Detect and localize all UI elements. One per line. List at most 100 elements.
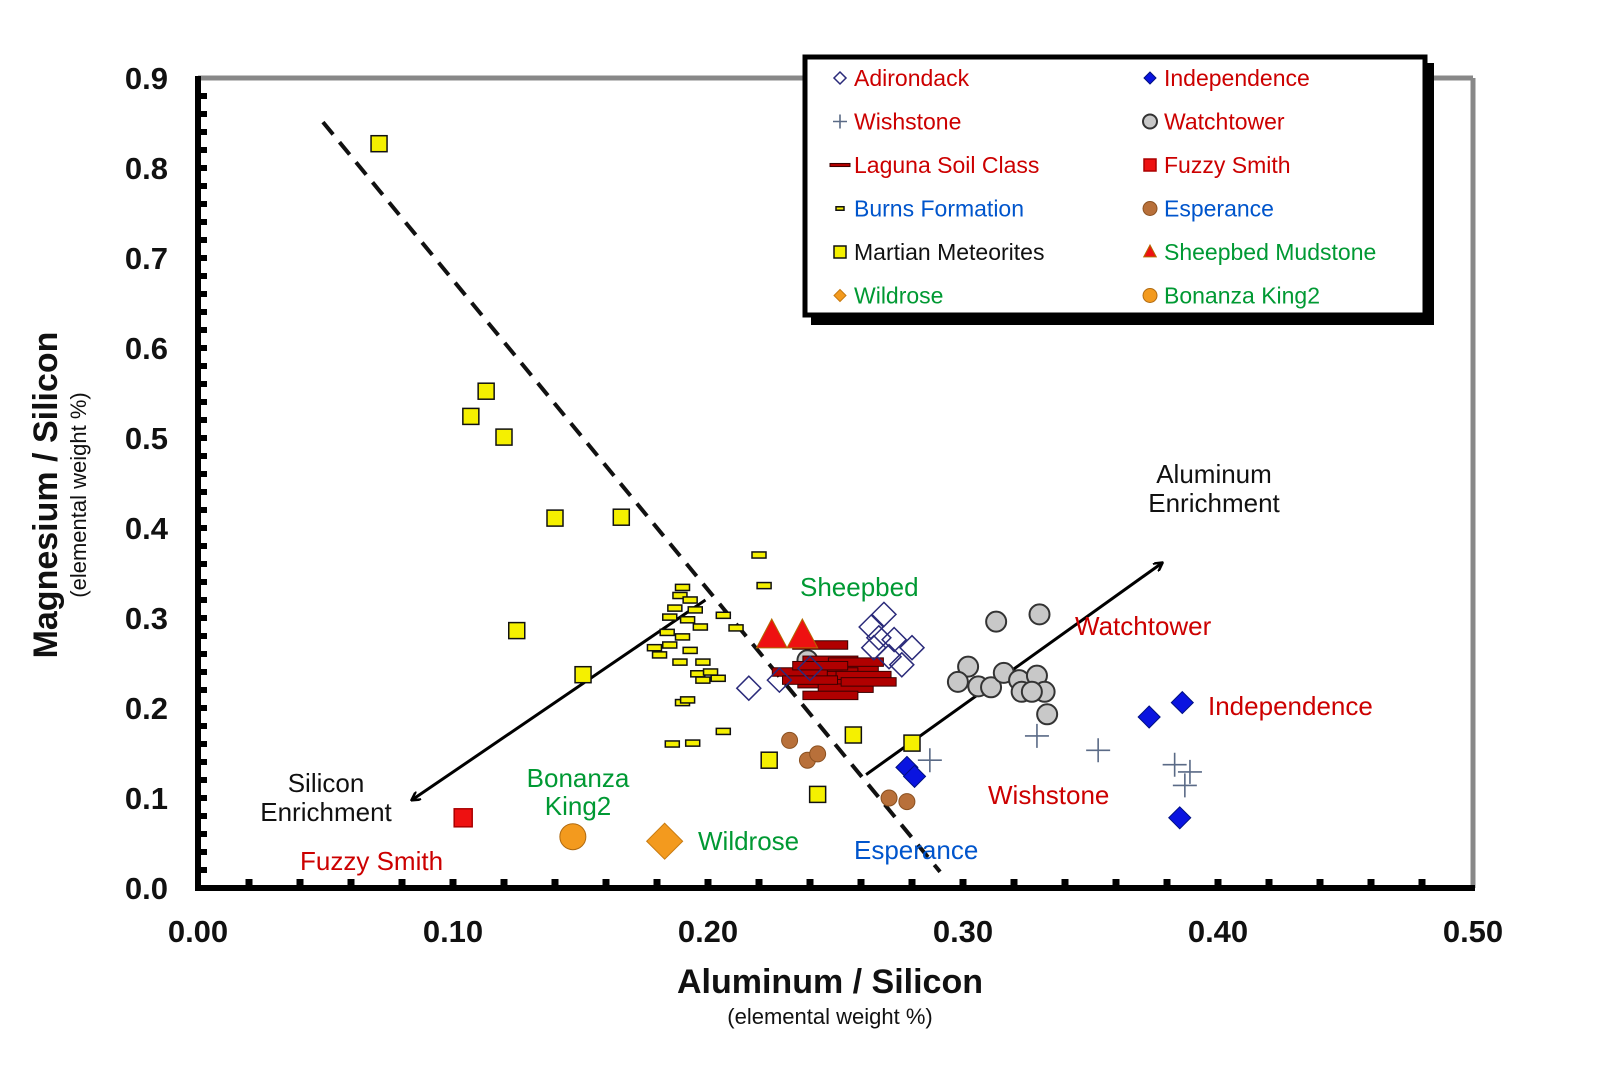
- annotation-watchtower: Watchtower: [1075, 611, 1212, 641]
- data-point-burns-formation: [662, 641, 678, 649]
- y-tick-label: 0.1: [125, 781, 168, 816]
- data-point-burns-formation: [751, 551, 767, 559]
- trend-line-dashed: [321, 120, 942, 874]
- data-point-watchtower: [1028, 603, 1051, 626]
- data-point-martian-meteorites: [574, 665, 592, 684]
- legend-box: [802, 54, 1428, 318]
- y-tick-label: 0.0: [125, 871, 168, 906]
- data-point-esperance: [898, 793, 916, 811]
- x-axis-title: Aluminum / Silicon: [677, 963, 983, 1001]
- data-points: [370, 134, 1202, 860]
- legend-marker-sheepbed-mudstone-icon: [1142, 243, 1158, 258]
- data-point-burns-formation: [690, 670, 706, 678]
- data-point-wishstone: [1172, 773, 1197, 798]
- data-point-sheepbed-mudstone: [786, 617, 819, 649]
- annotation-independence: Independence: [1208, 691, 1373, 721]
- series-adirondack: [735, 601, 926, 702]
- legend-marker-bonanza-king2-icon: [1142, 288, 1158, 303]
- legend-marker-laguna-soil-class-icon: [829, 162, 851, 168]
- data-point-adirondack: [870, 601, 898, 628]
- series-burns-formation: [646, 551, 772, 748]
- legend-marker-burns-formation-icon: [835, 206, 845, 211]
- data-point-laguna-soil-class: [840, 677, 897, 687]
- series-fuzzy-smith: [453, 808, 473, 828]
- annotation-wishstone: Wishstone: [988, 780, 1109, 810]
- series-wildrose: [645, 822, 684, 860]
- legend-item-wishstone: Wishstone: [833, 109, 961, 135]
- data-point-adirondack: [875, 643, 903, 670]
- data-point-adirondack: [766, 667, 793, 694]
- x-tick-label: 0.30: [933, 914, 993, 949]
- legend-item-wildrose: Wildrose: [833, 283, 943, 309]
- data-point-burns-formation: [684, 739, 701, 747]
- legend-marker-wishstone-icon: [833, 114, 847, 129]
- y-axis-title: Magnesium / Silicon: [27, 332, 65, 659]
- data-point-martian-meteorites: [462, 407, 480, 426]
- data-point-martian-meteorites: [612, 508, 631, 526]
- series-esperance: [781, 731, 916, 811]
- legend-label-laguna-soil-class: Laguna Soil Class: [854, 152, 1039, 178]
- data-point-burns-formation: [672, 591, 688, 600]
- x-tick-labels: 0.00 0.10 0.20 0.30 0.40 0.50: [168, 914, 1503, 949]
- legend-label-sheepbed-mudstone: Sheepbed Mudstone: [1164, 239, 1376, 265]
- legend-item-adirondack: Adirondack: [832, 65, 970, 91]
- series-independence: [895, 690, 1195, 830]
- data-point-burns-formation: [679, 616, 696, 624]
- legend-label-fuzzy-smith: Fuzzy Smith: [1164, 152, 1291, 178]
- data-point-martian-meteorites: [844, 726, 863, 744]
- data-point-burns-formation: [672, 658, 688, 666]
- legend-marker-esperance-icon: [1142, 201, 1158, 216]
- y-tick-label: 0.6: [125, 331, 168, 366]
- legend-label-adirondack: Adirondack: [854, 65, 970, 91]
- data-point-martian-meteorites: [546, 509, 564, 527]
- data-point-burns-formation: [692, 623, 709, 631]
- data-point-wishstone: [917, 748, 942, 773]
- data-point-watchtower: [980, 676, 1003, 699]
- data-point-esperance: [880, 789, 898, 807]
- legend-item-independence: Independence: [1143, 65, 1310, 91]
- legend-label-bonanza-king2: Bonanza King2: [1164, 283, 1320, 309]
- data-point-watchtower: [1020, 680, 1043, 703]
- legend-label-wishstone: Wishstone: [854, 109, 961, 135]
- legend: Adirondack Wishstone Laguna Soil Class Burn…: [802, 54, 1434, 325]
- data-point-burns-formation: [695, 676, 711, 684]
- data-point-adirondack: [888, 651, 915, 678]
- data-point-burns-formation: [667, 604, 683, 612]
- data-point-burns-formation: [651, 651, 668, 659]
- data-point-independence: [1170, 690, 1195, 715]
- series-wishstone: [917, 723, 1202, 798]
- data-point-burns-formation: [674, 633, 691, 641]
- data-point-esperance: [809, 745, 827, 763]
- x-tick-label: 0.20: [678, 914, 738, 949]
- x-tick-label: 0.50: [1443, 914, 1503, 949]
- data-point-independence: [902, 764, 927, 789]
- legend-marker-martian-meteorites-icon: [833, 245, 847, 259]
- data-point-burns-formation: [682, 596, 698, 604]
- data-point-adirondack: [796, 655, 824, 682]
- x-tick-label: 0.00: [168, 914, 228, 949]
- data-point-wildrose: [645, 822, 684, 860]
- data-point-burns-formation: [662, 613, 678, 621]
- data-point-laguna-soil-class: [802, 690, 859, 701]
- legend-marker-fuzzy-smith-icon: [1143, 158, 1157, 172]
- legend-marker-wildrose-icon: [833, 288, 847, 303]
- data-point-adirondack: [860, 634, 887, 661]
- annotation-sheepbed: Sheepbed: [800, 572, 919, 602]
- y-axis-subtitle: (elemental weight %): [66, 392, 91, 597]
- data-point-watchtower: [946, 670, 969, 693]
- annotation-esperance: Esperance: [854, 835, 978, 865]
- data-point-wishstone: [1177, 759, 1202, 784]
- data-point-burns-formation: [682, 646, 698, 655]
- legend-item-fuzzy-smith: Fuzzy Smith: [1143, 152, 1291, 178]
- annotation-bonanza-2: King2: [545, 791, 612, 821]
- legend-marker-independence-icon: [1143, 71, 1157, 85]
- data-point-adirondack: [735, 675, 762, 702]
- legend-item-watchtower: Watchtower: [1142, 109, 1285, 135]
- series-bonanza-king2: [559, 823, 587, 851]
- y-tick-label: 0.9: [125, 61, 168, 96]
- data-point-burns-formation: [687, 606, 703, 614]
- y-tick-label: 0.7: [125, 241, 168, 276]
- legend-label-watchtower: Watchtower: [1164, 109, 1285, 135]
- annotation-wildrose: Wildrose: [698, 826, 799, 856]
